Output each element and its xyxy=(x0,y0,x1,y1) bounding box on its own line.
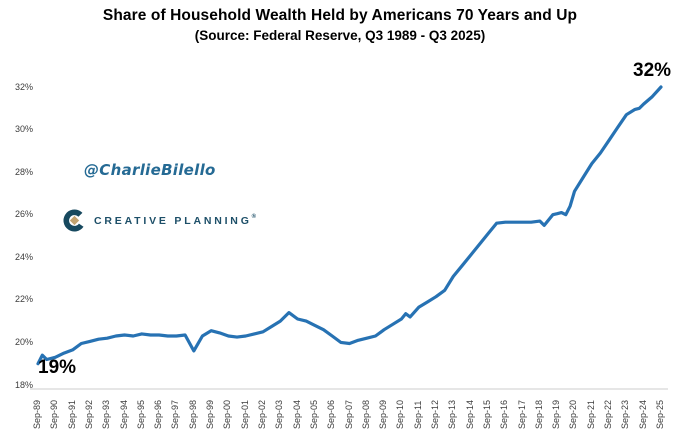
x-tick-label: Sep-11 xyxy=(412,400,423,429)
watermark-handle: @CharlieBilello xyxy=(84,161,216,179)
x-tick-label: Sep-95 xyxy=(135,399,146,429)
brand-name-text: CREATIVE PLANNING xyxy=(94,215,252,227)
end-value-label: 32% xyxy=(633,60,672,81)
creative-planning-c-icon xyxy=(63,209,86,232)
x-tick-label: Sep-23 xyxy=(620,399,631,429)
x-tick-label: Sep-18 xyxy=(533,399,544,429)
x-tick-label: Sep-20 xyxy=(568,399,579,429)
x-tick-label: Sep-17 xyxy=(516,399,527,429)
x-tick-label: Sep-25 xyxy=(655,399,665,429)
chart-subtitle: (Source: Federal Reserve, Q3 1989 - Q3 2… xyxy=(194,28,486,43)
x-tick-label: Sep-13 xyxy=(447,399,458,429)
x-tick-label: Sep-14 xyxy=(464,399,475,429)
x-tick-label: Sep-22 xyxy=(603,399,614,429)
x-tick-label: Sep-96 xyxy=(153,399,164,429)
y-tick-label: 26% xyxy=(14,209,33,220)
x-tick-label: Sep-04 xyxy=(291,399,302,429)
x-tick-label: Sep-94 xyxy=(118,399,129,429)
x-tick-label: Sep-91 xyxy=(66,399,77,429)
y-tick-label: 18% xyxy=(14,379,33,390)
y-tick-label: 30% xyxy=(14,124,33,135)
chart-title: Share of Household Wealth Held by Americ… xyxy=(102,7,578,24)
y-tick-label: 32% xyxy=(14,81,33,92)
x-tick-label: Sep-07 xyxy=(343,399,354,429)
start-value-label: 19% xyxy=(38,357,77,378)
x-tick-label: Sep-93 xyxy=(101,399,112,429)
x-tick-label: Sep-19 xyxy=(551,399,562,429)
x-tick-label: Sep-16 xyxy=(499,399,510,429)
x-tick-label: Sep-89 xyxy=(32,399,42,429)
x-tick-label: Sep-06 xyxy=(326,399,337,429)
x-tick-label: Sep-24 xyxy=(637,399,648,429)
x-tick-label: Sep-02 xyxy=(256,399,267,429)
x-tick-label: Sep-00 xyxy=(222,399,233,429)
x-tick-label: Sep-03 xyxy=(274,399,285,429)
y-tick-label: 22% xyxy=(14,294,33,305)
x-tick-label: Sep-10 xyxy=(395,399,406,429)
x-tick-label: Sep-09 xyxy=(378,399,389,429)
brand-logo: CREATIVE PLANNING® xyxy=(63,209,256,232)
x-tick-label: Sep-05 xyxy=(308,399,319,429)
x-tick-label: Sep-92 xyxy=(83,399,94,429)
brand-name: CREATIVE PLANNING® xyxy=(94,214,256,227)
x-tick-label: Sep-01 xyxy=(239,399,250,429)
y-tick-label: 28% xyxy=(14,166,33,177)
y-tick-label: 24% xyxy=(14,251,33,262)
x-tick-label: Sep-97 xyxy=(170,399,181,429)
y-tick-label: 20% xyxy=(14,336,33,347)
x-tick-label: Sep-08 xyxy=(360,399,371,429)
x-tick-label: Sep-15 xyxy=(481,399,492,429)
x-tick-label: Sep-98 xyxy=(187,399,198,429)
x-tick-label: Sep-90 xyxy=(49,399,60,429)
trademark-symbol: ® xyxy=(251,214,257,220)
wealth-share-line xyxy=(36,85,663,366)
x-tick-label: Sep-12 xyxy=(430,399,441,429)
x-tick-label: Sep-21 xyxy=(585,399,596,429)
x-tick-label: Sep-99 xyxy=(205,399,216,429)
